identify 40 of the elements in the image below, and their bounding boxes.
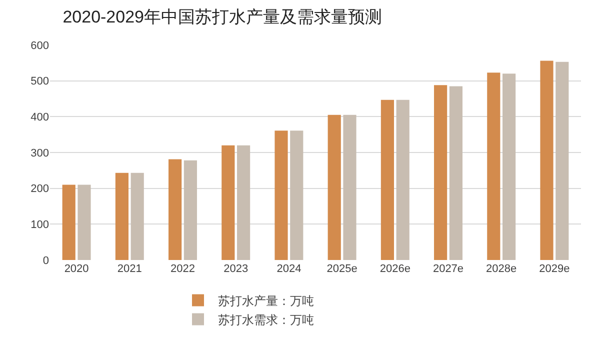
x-tick-label: 2023	[224, 263, 248, 275]
bar	[502, 74, 516, 260]
bar	[115, 172, 128, 260]
x-tick-label: 2024	[276, 263, 302, 275]
y-tick-label: 100	[30, 219, 49, 232]
x-tick-label: 2028e	[486, 263, 517, 275]
x-tick-label: 2022	[170, 263, 195, 275]
bar	[62, 184, 76, 260]
bar	[168, 159, 182, 260]
y-tick-label: 0	[42, 254, 49, 267]
bar	[328, 114, 341, 260]
y-tick-label: 300	[30, 147, 49, 160]
bar	[343, 114, 356, 260]
bar	[237, 145, 250, 260]
x-tick-label: 2027e	[432, 263, 464, 275]
y-tick-label: 400	[30, 112, 49, 124]
bar	[274, 130, 288, 260]
bar	[540, 60, 554, 260]
x-tick-label: 2020	[64, 263, 89, 275]
chart-title: 2020-2029年中国苏打水产量及需求量预测	[62, 7, 382, 26]
bar	[380, 100, 394, 260]
x-tick-label: 2029e	[539, 263, 570, 275]
y-tick-label: 500	[30, 76, 49, 88]
y-tick-label: 600	[30, 40, 49, 52]
x-tick-label: 2026e	[380, 263, 410, 275]
bar	[449, 86, 462, 260]
x-tick-label: 2025e	[326, 263, 358, 275]
bar	[434, 85, 448, 260]
bar	[487, 72, 500, 260]
legend-label: 苏打水产量：万吨	[218, 294, 314, 308]
bar	[556, 62, 569, 260]
bar	[130, 172, 144, 260]
bar	[290, 130, 304, 260]
bar	[396, 100, 410, 260]
legend-label: 苏打水需求：万吨	[218, 312, 314, 327]
bar	[222, 145, 235, 260]
x-tick-label: 2021	[117, 263, 142, 275]
bar	[184, 160, 197, 260]
bar	[78, 184, 91, 260]
y-tick-label: 200	[30, 183, 49, 196]
